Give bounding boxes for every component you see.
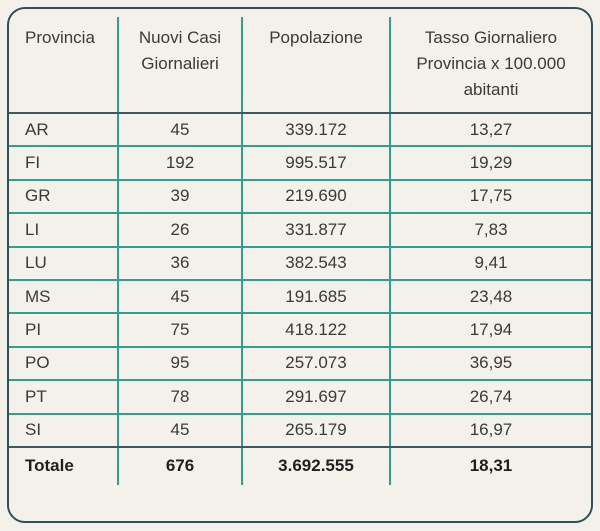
province-data-table: Provincia Nuovi Casi Giornalieri Popolaz…: [9, 17, 591, 485]
cell-popolazione: 995.517: [242, 146, 391, 181]
cell-popolazione: 331.877: [242, 213, 391, 248]
cell-nuovi_casi: 45: [118, 413, 243, 448]
table-row: PT 78 291.697 26,74: [9, 380, 591, 415]
cell-tasso: 17,75: [390, 179, 591, 215]
cell-nuovi_casi: 192: [118, 146, 243, 181]
cell-tasso: 23,48: [390, 279, 591, 315]
cell-popolazione: 265.179: [242, 413, 391, 448]
cell-provincia: SI: [9, 413, 119, 448]
total-tasso: 18,31: [469, 456, 513, 476]
col-header-popolazione: Popolazione: [242, 17, 391, 114]
col-header-nuovi-casi-giornalieri: Nuovi Casi Giornalieri: [118, 17, 243, 114]
cell-nuovi_casi: 36: [118, 246, 243, 281]
cell-popolazione: 418.122: [242, 313, 391, 348]
total-row: Totale 676 3.692.555 18,31: [9, 446, 591, 485]
cell-provincia: PO: [9, 346, 119, 382]
cell-tasso: 13,27: [390, 113, 591, 148]
table-row: SI 45 265.179 16,97: [9, 413, 591, 448]
cell-nuovi_casi: 75: [118, 313, 243, 348]
table-row: MS 45 191.685 23,48: [9, 279, 591, 315]
cell-tasso: 36,95: [390, 346, 591, 382]
table-row: AR 45 339.172 13,27: [9, 113, 591, 148]
table-frame: Provincia Nuovi Casi Giornalieri Popolaz…: [7, 7, 593, 523]
cell-popolazione: 382.543: [242, 246, 391, 281]
cell-provincia: PT: [9, 380, 119, 415]
cell-popolazione: 191.685: [242, 279, 391, 315]
cell-nuovi_casi: 78: [118, 380, 243, 415]
cell-popolazione: 291.697: [242, 380, 391, 415]
cell-provincia: FI: [9, 146, 119, 181]
cell-nuovi_casi: 95: [118, 346, 243, 382]
cell-provincia: LI: [9, 213, 119, 248]
cell-tasso: 7,83: [390, 213, 591, 248]
cell-provincia: LU: [9, 246, 119, 281]
cell-tasso: 17,94: [390, 313, 591, 348]
cell-tasso: 9,41: [390, 246, 591, 281]
col-header-provincia: Provincia: [9, 17, 119, 114]
cell-provincia: GR: [9, 179, 119, 215]
cell-nuovi_casi: 45: [118, 279, 243, 315]
cell-nuovi_casi: 26: [118, 213, 243, 248]
table-row: FI 192 995.517 19,29: [9, 146, 591, 181]
cell-nuovi_casi: 45: [118, 113, 243, 148]
cell-tasso: 26,74: [390, 380, 591, 415]
total-nuovi-casi: 676: [118, 446, 243, 485]
cell-tasso: 19,29: [390, 146, 591, 181]
cell-popolazione: 339.172: [242, 113, 391, 148]
cell-provincia: MS: [9, 279, 119, 315]
table-body: AR 45 339.172 13,27 FI 192 995.517 19,29 GR 39 219…: [9, 113, 591, 448]
table-row: PO 95 257.073 36,95: [9, 346, 591, 382]
cell-popolazione: 219.690: [242, 179, 391, 215]
header-row: Provincia Nuovi Casi Giornalieri Popolaz…: [9, 17, 591, 114]
col-header-tasso-giornaliero: Tasso Giornaliero Provincia x 100.000 ab…: [390, 17, 591, 114]
table-row: GR 39 219.690 17,75: [9, 179, 591, 215]
cell-tasso: 16,97: [390, 413, 591, 448]
cell-provincia: AR: [9, 113, 119, 148]
total-label: Totale: [9, 446, 119, 485]
total-popolazione: 3.692.555: [242, 446, 391, 485]
table-row: PI 75 418.122 17,94: [9, 313, 591, 348]
cell-popolazione: 257.073: [242, 346, 391, 382]
cell-nuovi_casi: 39: [118, 179, 243, 215]
cell-provincia: PI: [9, 313, 119, 348]
table-row: LU 36 382.543 9,41: [9, 246, 591, 281]
table-row: LI 26 331.877 7,83: [9, 213, 591, 248]
